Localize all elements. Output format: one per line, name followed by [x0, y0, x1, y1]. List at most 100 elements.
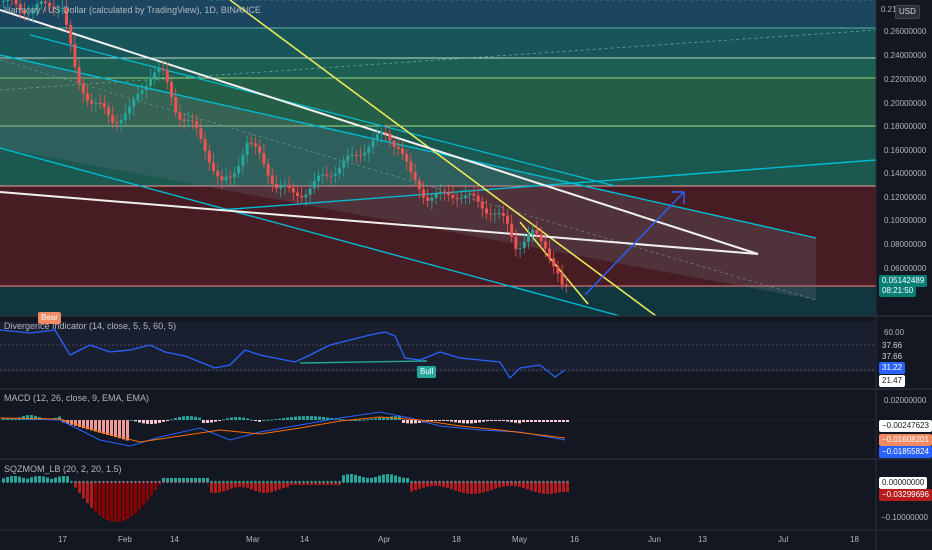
macd-bar — [74, 420, 77, 426]
sqz-bar — [46, 477, 49, 482]
divergence-pane[interactable] — [0, 322, 876, 380]
sqz-bar — [106, 482, 109, 521]
candle-body — [300, 196, 304, 198]
sqz-bar — [442, 482, 445, 487]
candle-body — [501, 213, 505, 216]
time-axis-tick: 17 — [58, 535, 67, 544]
candle-body — [375, 134, 379, 141]
sqz-bar — [502, 482, 505, 487]
macd-bar — [82, 420, 85, 429]
macd-pane[interactable] — [0, 411, 876, 447]
candle-body — [506, 215, 509, 224]
sqz-dot — [266, 480, 269, 484]
sqz-dot — [386, 480, 389, 484]
macd-bar — [170, 419, 173, 421]
sqz-axis-bottom: −0.10000000 — [881, 513, 928, 522]
sqz-bar — [342, 475, 345, 482]
sqz-bar — [38, 476, 41, 482]
macd-bar — [174, 417, 177, 420]
candle-body — [371, 140, 375, 148]
sqz-bar — [362, 477, 365, 482]
white-trendline-1[interactable] — [0, 9, 759, 255]
macd-bar — [258, 420, 261, 422]
sqz-bar — [514, 482, 517, 487]
candle-body — [2, 1, 5, 3]
macd-bar — [526, 420, 529, 422]
rsi-line[interactable] — [0, 329, 566, 380]
candle-body — [123, 113, 127, 120]
sqz-bar — [546, 482, 549, 494]
sqz-dot — [146, 480, 149, 484]
macd-bar — [134, 420, 137, 422]
descending-channel[interactable] — [0, 55, 816, 300]
candle-body — [233, 173, 236, 178]
sqz-dot — [114, 480, 117, 484]
sqz-dot — [310, 480, 313, 484]
sqz-bar — [6, 476, 9, 482]
sqzmom-title: SQZMOM_LB (20, 2, 20, 1.5) — [4, 464, 122, 474]
candle-body — [296, 192, 299, 197]
macd-bar — [362, 419, 365, 421]
candle-body — [48, 2, 52, 7]
sqz-bar — [302, 482, 305, 485]
macd-bar — [254, 420, 257, 421]
sqz-dot — [270, 480, 273, 484]
candle-body — [86, 93, 89, 101]
sqz-dot — [34, 480, 37, 484]
sqz-bar — [454, 482, 457, 491]
sqz-dot — [338, 480, 341, 484]
sqz-bar — [230, 482, 233, 489]
candle-body — [396, 146, 400, 149]
macd-bar — [482, 420, 485, 422]
macd-bar — [246, 418, 249, 420]
price-candles[interactable] — [2, 0, 568, 293]
sqz-bar — [274, 482, 277, 491]
candle-body — [6, 0, 10, 2]
macd-bar — [350, 419, 353, 421]
main-pane[interactable] — [0, 0, 877, 317]
sqz-dot — [178, 480, 181, 484]
sqz-bar — [234, 482, 237, 488]
sqz-bar — [82, 482, 85, 499]
macd-bar — [230, 417, 233, 420]
sqz-bar — [550, 482, 553, 494]
candle-body — [262, 152, 266, 164]
sqzmom-pane[interactable] — [2, 474, 569, 522]
sqz-bar — [98, 482, 101, 516]
sqz-dot — [54, 480, 57, 484]
macd-bar — [354, 419, 357, 421]
sqz-dot — [110, 480, 113, 484]
macd-bar — [374, 418, 377, 420]
macd-bar — [306, 416, 309, 420]
sqz-dot — [522, 480, 525, 484]
candle-body — [384, 131, 388, 134]
bull-divergence-line — [299, 360, 428, 364]
sqz-bar — [194, 478, 197, 482]
price-axis-tick: 0.24000000 — [884, 51, 927, 60]
sqz-bar — [534, 482, 537, 492]
sqz-bar — [94, 482, 97, 512]
sqz-dot — [58, 480, 61, 484]
sqz-bar — [42, 476, 45, 482]
sqz-bar — [202, 478, 205, 482]
sqz-bar — [58, 476, 61, 482]
sqz-zero-tag: 0.00000000 — [879, 477, 928, 489]
macd-hist-tag: −0.00247623 — [879, 420, 932, 432]
candle-body — [241, 155, 245, 167]
sqz-bar — [446, 482, 449, 488]
sqz-dot — [434, 480, 437, 484]
sqz-dot — [194, 480, 197, 484]
sqz-dot — [466, 480, 469, 484]
macd-bar — [162, 420, 165, 422]
sqz-dot — [490, 480, 493, 484]
sqz-bar — [310, 482, 313, 485]
sqz-bar — [246, 482, 249, 489]
currency-badge[interactable]: USD — [895, 5, 920, 19]
macd-bar — [314, 416, 317, 420]
sqz-dot — [138, 480, 141, 484]
yellow-trendline-1[interactable] — [229, 0, 657, 317]
white-trendline-2[interactable] — [0, 191, 759, 255]
target-arrow[interactable] — [584, 191, 685, 296]
candle-body — [56, 8, 60, 10]
